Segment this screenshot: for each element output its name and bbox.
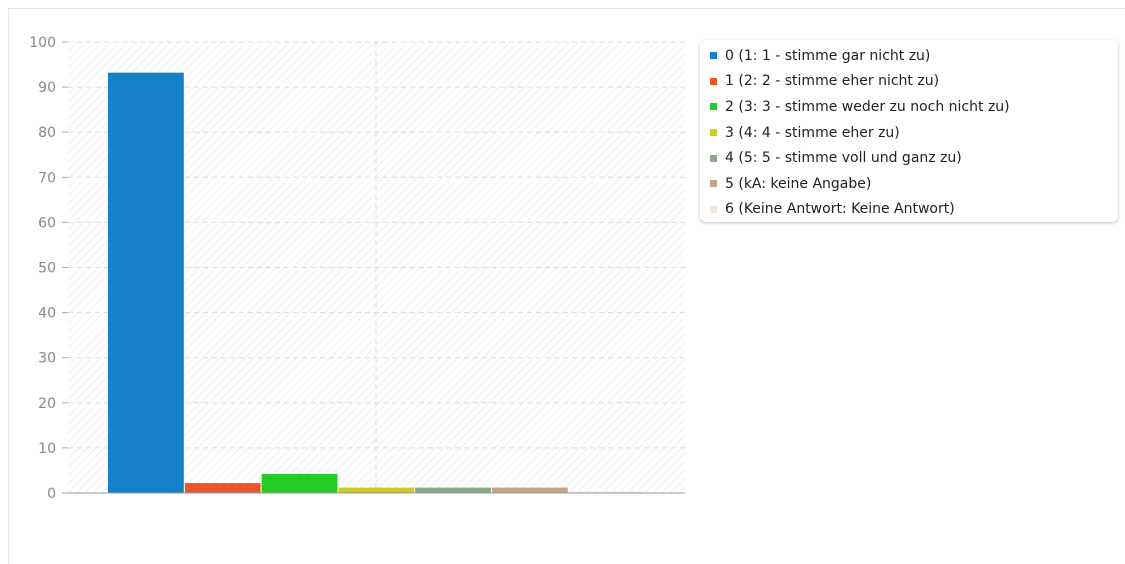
- legend-item-0[interactable]: 0 (1: 1 - stimme gar nicht zu): [710, 43, 1118, 69]
- legend-label: 6 (Keine Antwort: Keine Antwort): [725, 201, 955, 218]
- legend-swatch: [710, 77, 717, 85]
- legend-swatch: [710, 129, 717, 137]
- legend-swatch: [710, 52, 717, 60]
- y-axis-ticks: 0 10 20 30 40 50 60 70 80 90 100: [29, 35, 68, 502]
- legend-item-6[interactable]: 6 (Keine Antwort: Keine Antwort): [710, 197, 1118, 223]
- grid-lines: [68, 41, 685, 493]
- legend-swatch: [710, 103, 717, 111]
- legend-item-2[interactable]: 2 (3: 3 - stimme weder zu noch nicht zu): [710, 94, 1118, 120]
- legend-label: 2 (3: 3 - stimme weder zu noch nicht zu): [725, 98, 1010, 115]
- y-tick-label: 20: [38, 396, 56, 412]
- y-tick-label: 70: [38, 170, 56, 186]
- y-tick-label: 10: [38, 441, 56, 457]
- bars: [108, 72, 645, 493]
- legend-item-1[interactable]: 1 (2: 2 - stimme eher nicht zu): [710, 69, 1118, 95]
- legend-item-4[interactable]: 4 (5: 5 - stimme voll und ganz zu): [710, 145, 1118, 171]
- legend-item-5[interactable]: 5 (kA: keine Angabe): [710, 171, 1118, 197]
- legend-label: 3 (4: 4 - stimme eher zu): [725, 124, 900, 141]
- y-tick-label: 50: [38, 261, 56, 277]
- y-tick-label: 0: [47, 486, 56, 502]
- bar-6[interactable]: [568, 491, 645, 493]
- bar-0[interactable]: [108, 72, 184, 493]
- bar-3[interactable]: [338, 487, 415, 493]
- bar-2[interactable]: [261, 474, 338, 493]
- legend-label: 1 (2: 2 - stimme eher nicht zu): [725, 73, 940, 90]
- legend-label: 5 (kA: keine Angabe): [725, 175, 872, 192]
- y-tick-label: 100: [29, 35, 56, 51]
- legend-swatch: [710, 205, 717, 213]
- legend-label: 4 (5: 5 - stimme voll und ganz zu): [725, 150, 962, 167]
- bar-5[interactable]: [492, 487, 568, 493]
- legend: 0 (1: 1 - stimme gar nicht zu) 1 (2: 2 - …: [700, 40, 1118, 222]
- bar-4[interactable]: [415, 487, 491, 493]
- legend-swatch: [710, 180, 717, 188]
- y-tick-label: 60: [38, 215, 56, 231]
- y-tick-label: 40: [38, 306, 56, 322]
- legend-label: 0 (1: 1 - stimme gar nicht zu): [725, 47, 931, 64]
- y-tick-label: 30: [38, 351, 56, 367]
- y-tick-label: 90: [38, 80, 56, 96]
- legend-item-3[interactable]: 3 (4: 4 - stimme eher zu): [710, 120, 1118, 146]
- y-tick-label: 80: [38, 125, 56, 141]
- bar-1[interactable]: [184, 483, 261, 493]
- legend-swatch: [710, 154, 717, 162]
- chart-frame: [8, 8, 1125, 564]
